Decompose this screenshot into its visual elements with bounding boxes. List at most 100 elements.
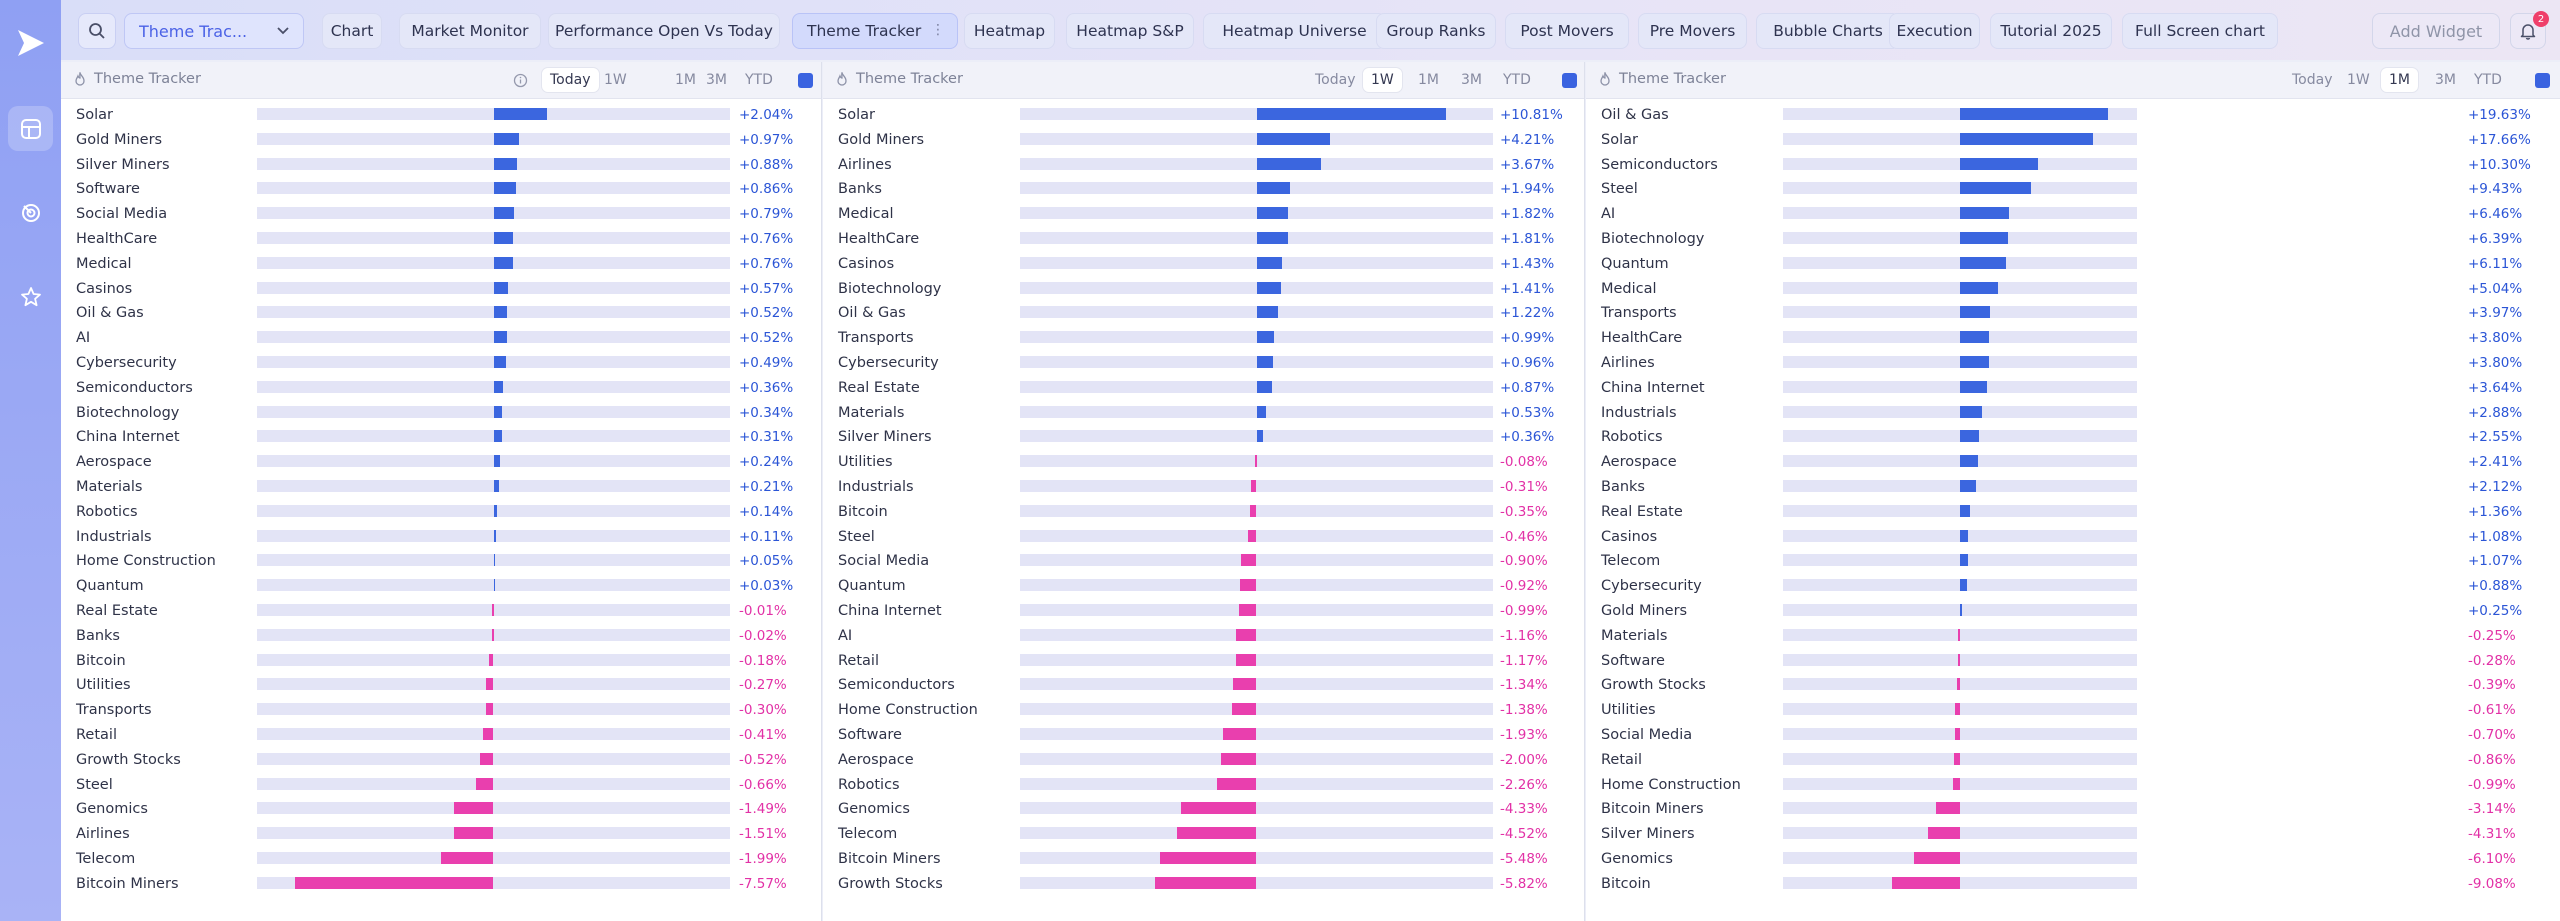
list-item[interactable]: Software +0.86% — [61, 177, 821, 202]
list-item[interactable]: Silver Miners +0.36% — [823, 425, 1584, 450]
list-item[interactable]: Utilities -0.08% — [823, 450, 1584, 475]
tab-bubble-charts[interactable]: Bubble Charts — [1756, 13, 1900, 49]
list-item[interactable]: Real Estate -0.01% — [61, 599, 821, 624]
list-item[interactable]: Materials -0.25% — [1586, 624, 2560, 649]
range-1m-button[interactable]: 1M — [675, 72, 696, 88]
list-item[interactable]: Utilities -0.27% — [61, 673, 821, 698]
list-item[interactable]: Transports +3.97% — [1586, 301, 2560, 326]
list-item[interactable]: Airlines -1.51% — [61, 822, 821, 847]
notifications-button[interactable]: 2 — [2510, 11, 2549, 49]
list-item[interactable]: Home Construction +0.05% — [61, 549, 821, 574]
range-1m-button[interactable]: 1M — [2381, 68, 2418, 92]
list-item[interactable]: Materials +0.53% — [823, 401, 1584, 426]
list-item[interactable]: Casinos +1.43% — [823, 252, 1584, 277]
list-item[interactable]: Oil & Gas +19.63% — [1586, 103, 2560, 128]
range-ytd-button[interactable]: YTD — [2474, 72, 2502, 88]
list-item[interactable]: Solar +17.66% — [1586, 128, 2560, 153]
range-ytd-button[interactable]: YTD — [1503, 72, 1531, 88]
list-item[interactable]: Transports +0.99% — [823, 326, 1584, 351]
list-item[interactable]: HealthCare +1.81% — [823, 227, 1584, 252]
list-item[interactable]: Bitcoin Miners -3.14% — [1586, 797, 2560, 822]
info-icon[interactable] — [513, 73, 528, 92]
list-item[interactable]: Robotics +0.14% — [61, 500, 821, 525]
list-item[interactable]: Oil & Gas +0.52% — [61, 301, 821, 326]
range-1w-button[interactable]: 1W — [2347, 72, 2370, 88]
panel-divider[interactable] — [1584, 62, 1585, 921]
list-item[interactable]: Social Media +0.79% — [61, 202, 821, 227]
list-item[interactable]: Cybersecurity +0.88% — [1586, 574, 2560, 599]
list-item[interactable]: AI -1.16% — [823, 624, 1584, 649]
radar-icon[interactable] — [8, 190, 53, 235]
list-item[interactable]: Semiconductors +10.30% — [1586, 153, 2560, 178]
range-today-button[interactable]: Today — [2292, 72, 2333, 88]
list-item[interactable]: Growth Stocks -0.52% — [61, 748, 821, 773]
tab-pre-movers[interactable]: Pre Movers — [1638, 13, 1747, 49]
list-item[interactable]: Solar +10.81% — [823, 103, 1584, 128]
list-item[interactable]: Utilities -0.61% — [1586, 698, 2560, 723]
list-item[interactable]: Banks +1.94% — [823, 177, 1584, 202]
list-item[interactable]: Medical +0.76% — [61, 252, 821, 277]
app-logo-icon[interactable] — [14, 26, 48, 60]
list-item[interactable]: China Internet +0.31% — [61, 425, 821, 450]
list-item[interactable]: Genomics -1.49% — [61, 797, 821, 822]
list-item[interactable]: Biotechnology +6.39% — [1586, 227, 2560, 252]
range-today-button[interactable]: Today — [542, 68, 599, 92]
list-item[interactable]: Oil & Gas +1.22% — [823, 301, 1584, 326]
list-item[interactable]: Cybersecurity +0.96% — [823, 351, 1584, 376]
list-item[interactable]: Industrials -0.31% — [823, 475, 1584, 500]
list-item[interactable]: Silver Miners +0.88% — [61, 153, 821, 178]
list-item[interactable]: Home Construction -0.99% — [1586, 773, 2560, 798]
list-item[interactable]: Social Media -0.90% — [823, 549, 1584, 574]
widget-color-swatch[interactable] — [798, 73, 813, 88]
list-item[interactable]: Genomics -4.33% — [823, 797, 1584, 822]
range-3m-button[interactable]: 3M — [1461, 72, 1482, 88]
list-item[interactable]: Social Media -0.70% — [1586, 723, 2560, 748]
star-icon[interactable] — [8, 274, 53, 319]
list-item[interactable]: Bitcoin -0.35% — [823, 500, 1584, 525]
range-3m-button[interactable]: 3M — [2435, 72, 2456, 88]
list-item[interactable]: Solar +2.04% — [61, 103, 821, 128]
tab-execution[interactable]: Execution — [1889, 13, 1980, 49]
range-1w-button[interactable]: 1W — [1363, 68, 1402, 92]
list-item[interactable]: Medical +5.04% — [1586, 277, 2560, 302]
list-item[interactable]: Home Construction -1.38% — [823, 698, 1584, 723]
list-item[interactable]: Retail -0.41% — [61, 723, 821, 748]
tab-performance-open-vs-today[interactable]: Performance Open Vs Today — [548, 13, 780, 49]
list-item[interactable]: Quantum +0.03% — [61, 574, 821, 599]
list-item[interactable]: Banks -0.02% — [61, 624, 821, 649]
list-item[interactable]: Quantum +6.11% — [1586, 252, 2560, 277]
list-item[interactable]: Gold Miners +0.25% — [1586, 599, 2560, 624]
list-item[interactable]: Steel +9.43% — [1586, 177, 2560, 202]
list-item[interactable]: Real Estate +1.36% — [1586, 500, 2560, 525]
tab-post-movers[interactable]: Post Movers — [1505, 13, 1629, 49]
tab-full-screen-chart[interactable]: Full Screen chart — [2122, 13, 2278, 49]
layout-select[interactable]: Theme Trac... — [124, 13, 304, 49]
list-item[interactable]: Growth Stocks -5.82% — [823, 872, 1584, 897]
list-item[interactable]: Materials +0.21% — [61, 475, 821, 500]
range-ytd-button[interactable]: YTD — [745, 72, 773, 88]
widget-color-swatch[interactable] — [1562, 73, 1577, 88]
tab-market-monitor[interactable]: Market Monitor — [399, 13, 541, 49]
list-item[interactable]: Transports -0.30% — [61, 698, 821, 723]
tab-heatmap-s-p[interactable]: Heatmap S&P — [1066, 13, 1194, 49]
list-item[interactable]: Telecom -4.52% — [823, 822, 1584, 847]
list-item[interactable]: Banks +2.12% — [1586, 475, 2560, 500]
widget-color-swatch[interactable] — [2535, 73, 2550, 88]
list-item[interactable]: Bitcoin -9.08% — [1586, 872, 2560, 897]
list-item[interactable]: Semiconductors -1.34% — [823, 673, 1584, 698]
list-item[interactable]: HealthCare +3.80% — [1586, 326, 2560, 351]
range-today-button[interactable]: Today — [1315, 72, 1356, 88]
panel-divider[interactable] — [821, 62, 822, 921]
tab-theme-tracker[interactable]: Theme Tracker ⋮ — [792, 13, 958, 49]
list-item[interactable]: AI +0.52% — [61, 326, 821, 351]
list-item[interactable]: Retail -0.86% — [1586, 748, 2560, 773]
list-item[interactable]: Gold Miners +0.97% — [61, 128, 821, 153]
list-item[interactable]: Silver Miners -4.31% — [1586, 822, 2560, 847]
range-1w-button[interactable]: 1W — [604, 72, 627, 88]
list-item[interactable]: Telecom +1.07% — [1586, 549, 2560, 574]
list-item[interactable]: Robotics +2.55% — [1586, 425, 2560, 450]
list-item[interactable]: Aerospace +2.41% — [1586, 450, 2560, 475]
list-item[interactable]: Genomics -6.10% — [1586, 847, 2560, 872]
list-item[interactable]: Semiconductors +0.36% — [61, 376, 821, 401]
range-1m-button[interactable]: 1M — [1418, 72, 1439, 88]
